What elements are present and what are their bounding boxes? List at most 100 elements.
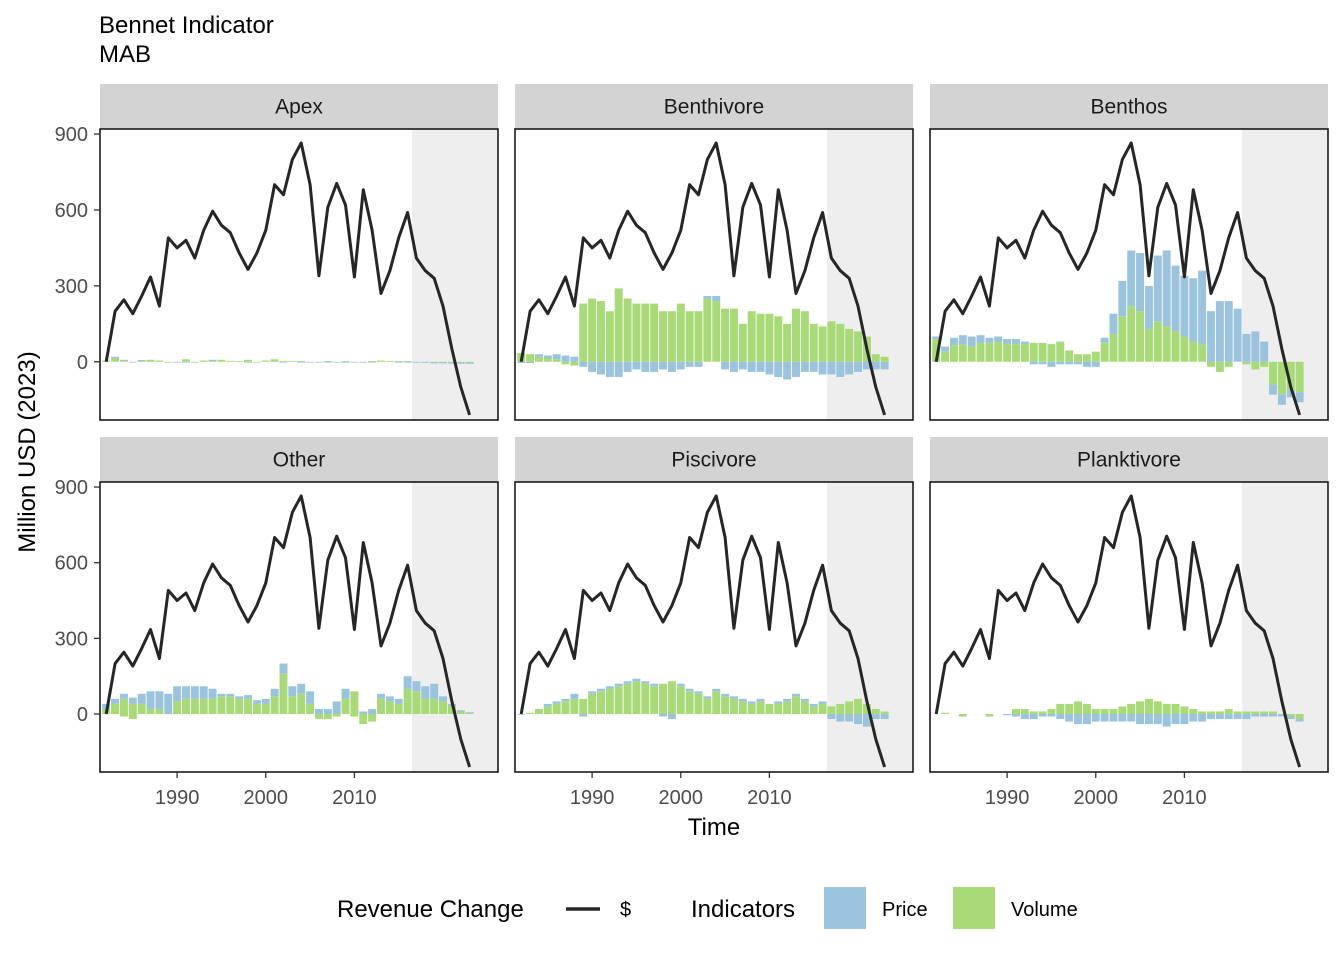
price-bar	[1074, 714, 1083, 725]
volume-bar	[985, 342, 994, 362]
volume-bar	[667, 311, 676, 362]
price-bar	[941, 346, 950, 352]
volume-bar	[1047, 708, 1056, 714]
price-bar	[1198, 714, 1207, 722]
price-bar	[792, 693, 800, 697]
volume-bar	[439, 701, 448, 714]
volume-bar	[783, 701, 792, 714]
volume-bar	[676, 686, 685, 714]
volume-bar	[1251, 361, 1260, 370]
volume-bar	[314, 714, 323, 720]
price-bar	[1056, 714, 1065, 720]
price-bar	[252, 700, 261, 704]
volume-bar	[756, 701, 765, 714]
price-bar	[976, 335, 985, 343]
price-bar	[854, 361, 863, 372]
volume-bar	[465, 361, 474, 363]
volume-bar	[341, 698, 350, 714]
price-bar	[1144, 714, 1153, 725]
volume-bar	[729, 698, 738, 714]
price-bar	[783, 698, 792, 702]
volume-bar	[1286, 361, 1295, 390]
volume-bar	[323, 361, 332, 362]
volume-bar	[721, 696, 730, 714]
projection-shade	[1242, 482, 1328, 772]
volume-bar	[1153, 321, 1162, 362]
volume-bar	[650, 303, 659, 362]
volume-bar	[1171, 331, 1180, 362]
price-bar	[552, 354, 561, 360]
volume-bar	[111, 358, 120, 362]
price-bar	[1189, 278, 1198, 342]
y-tick-label: 600	[55, 553, 88, 575]
price-bar	[605, 361, 614, 377]
volume-bar	[1162, 703, 1171, 714]
volume-bar	[1189, 341, 1198, 362]
volume-bar	[350, 691, 359, 714]
price-bar	[827, 714, 836, 720]
price-bar	[1109, 714, 1118, 722]
price-bar	[1215, 301, 1224, 362]
volume-bar	[430, 361, 439, 363]
y-tick-label: 0	[77, 352, 88, 374]
volume-bar	[447, 361, 456, 363]
price-bar	[1020, 714, 1029, 720]
volume-bar	[288, 361, 297, 362]
volume-bar	[994, 341, 1003, 362]
price-bar	[854, 714, 863, 725]
price-bar	[1242, 714, 1251, 720]
volume-bar	[854, 698, 863, 714]
volume-bar	[729, 308, 738, 362]
volume-bar	[1269, 711, 1278, 714]
volume-bar	[306, 703, 315, 714]
price-bar	[756, 361, 765, 372]
volume-bar	[1118, 316, 1127, 362]
price-bar	[685, 361, 694, 367]
price-bar	[430, 362, 439, 364]
volume-bar	[1198, 344, 1207, 362]
price-bar	[279, 663, 288, 674]
volume-bar	[800, 701, 809, 714]
price-bar	[1224, 301, 1233, 362]
volume-bar	[1047, 344, 1056, 362]
facet-strip	[930, 84, 1328, 129]
price-bar	[667, 714, 676, 720]
price-bar	[1011, 339, 1020, 345]
revenue-change-line	[519, 141, 887, 416]
volume-bar	[685, 311, 694, 362]
x-tick-label: 1990	[155, 787, 200, 809]
y-tick-label: 0	[77, 704, 88, 726]
facet-benthos: Benthos	[929, 84, 1329, 421]
price-bar	[579, 714, 588, 717]
price-bar	[244, 695, 253, 699]
x-tick-label: 2000	[659, 787, 704, 809]
price-bar	[368, 708, 377, 714]
price-bar	[385, 696, 394, 702]
price-bar	[111, 356, 120, 359]
price-bar	[1136, 714, 1145, 725]
volume-bar	[1171, 703, 1180, 714]
price-bar	[306, 691, 315, 704]
volume-bar	[596, 301, 605, 362]
price-bar	[667, 361, 676, 372]
volume-bar	[1295, 714, 1304, 720]
price-bar	[1251, 331, 1260, 362]
legend-line-label: $	[620, 899, 631, 921]
volume-bar	[596, 691, 605, 714]
volume-bar	[199, 360, 208, 362]
volume-bar	[173, 701, 182, 714]
price-bar	[1127, 714, 1136, 722]
volume-bar	[1277, 361, 1286, 395]
revenue-change-line	[934, 494, 1302, 768]
price-bar	[818, 701, 827, 704]
volume-bar	[1269, 361, 1278, 385]
price-bar	[235, 696, 244, 699]
volume-bar	[659, 683, 668, 714]
panel-border	[514, 128, 914, 421]
volume-bar	[836, 703, 845, 714]
x-tick-label: 2000	[1074, 787, 1119, 809]
price-bar	[932, 336, 941, 340]
volume-bar	[1038, 342, 1047, 362]
volume-bar	[1011, 344, 1020, 362]
